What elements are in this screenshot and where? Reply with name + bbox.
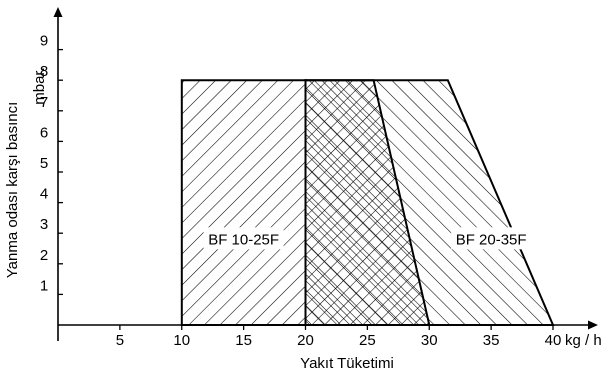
x-tick-label: 15 xyxy=(235,332,252,349)
x-ticks: 5 10 15 20 25 30 35 40 xyxy=(116,325,562,349)
x-tick-label: 25 xyxy=(359,332,376,349)
x-axis-title: Yakıt Tüketimi xyxy=(300,355,394,372)
x-tick-label: 5 xyxy=(116,332,124,349)
y-axis-unit: mbar. xyxy=(31,67,48,105)
region-label: BF 20-35F xyxy=(456,231,527,248)
x-tick-label: 20 xyxy=(297,332,314,349)
x-tick-label: 30 xyxy=(421,332,438,349)
region-label: BF 10-25F xyxy=(208,231,279,248)
y-tick-label: 7 xyxy=(40,94,48,111)
y-tick-label: 8 xyxy=(40,63,48,80)
x-axis-arrow xyxy=(588,320,598,330)
region-label-bg xyxy=(451,227,532,250)
y-tick-label: 4 xyxy=(40,186,48,203)
y-tick-label: 5 xyxy=(40,155,48,172)
y-tick-label: 9 xyxy=(40,33,48,50)
y-tick-label: 1 xyxy=(40,277,48,294)
region-labels: BF 10-25F BF 20-35F xyxy=(203,227,532,250)
y-axis-arrow xyxy=(53,7,63,17)
axes xyxy=(53,7,598,341)
y-axis-title: Yanma odası karşı basıncı xyxy=(4,102,21,278)
y-tick-label: 2 xyxy=(40,247,48,264)
hatched-regions xyxy=(180,79,555,326)
y-tick-label: 6 xyxy=(40,124,48,141)
region-bf-10-25f xyxy=(180,79,307,326)
x-tick-label: 10 xyxy=(173,332,190,349)
x-tick-label: 35 xyxy=(483,332,500,349)
y-ticks: 1 2 3 4 5 6 7 8 9 xyxy=(40,33,63,296)
x-tick-label: 40 xyxy=(545,332,562,349)
y-tick-label: 3 xyxy=(40,216,48,233)
region-label-bg xyxy=(203,227,284,250)
x-axis-unit: kg / h xyxy=(565,332,602,349)
